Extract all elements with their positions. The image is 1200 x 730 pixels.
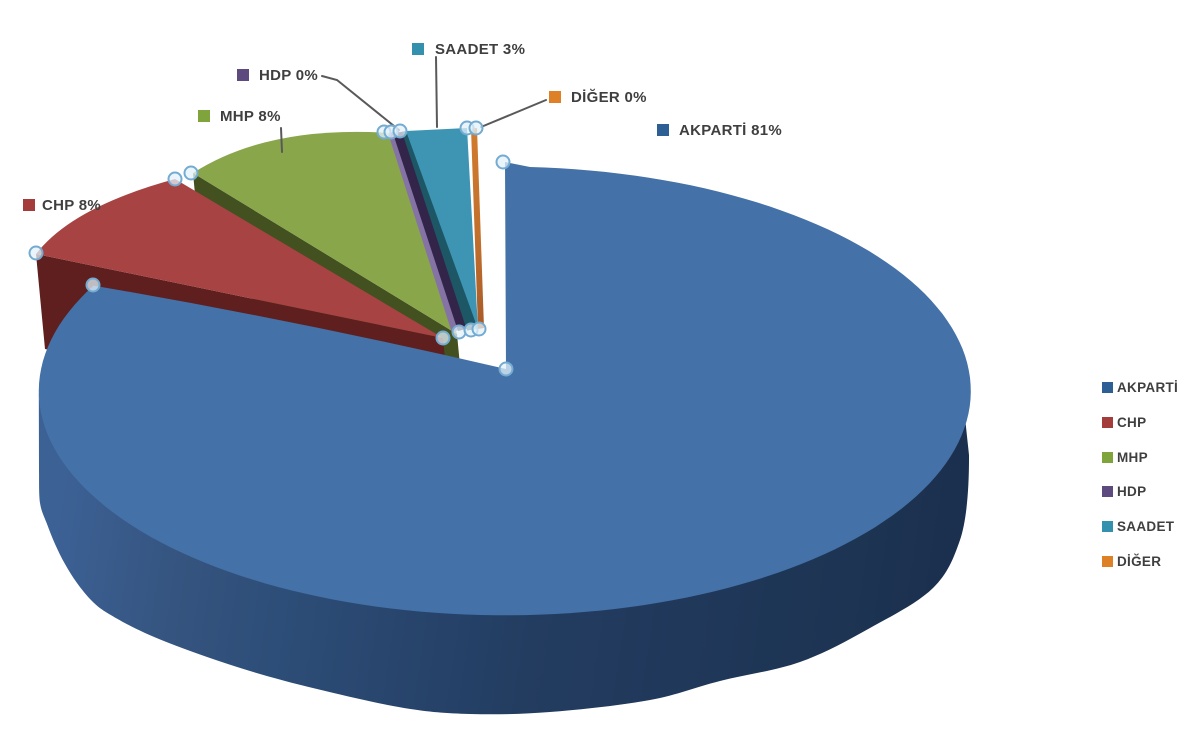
svg-text:HDP 0%: HDP 0% <box>259 67 318 84</box>
svg-text:AKPARTİ: AKPARTİ <box>1117 380 1178 395</box>
svg-text:DİĞER 0%: DİĞER 0% <box>571 88 647 106</box>
svg-text:HDP: HDP <box>1117 484 1146 499</box>
svg-text:MHP: MHP <box>1117 450 1148 465</box>
svg-text:CHP 8%: CHP 8% <box>42 197 101 214</box>
svg-text:MHP 8%: MHP 8% <box>220 108 281 125</box>
svg-text:AKPARTİ 81%: AKPARTİ 81% <box>679 122 782 139</box>
svg-text:SAADET: SAADET <box>1117 519 1175 534</box>
svg-text:SAADET 3%: SAADET 3% <box>435 41 525 58</box>
svg-text:DİĞER: DİĞER <box>1117 554 1161 569</box>
svg-text:CHP: CHP <box>1117 415 1146 430</box>
